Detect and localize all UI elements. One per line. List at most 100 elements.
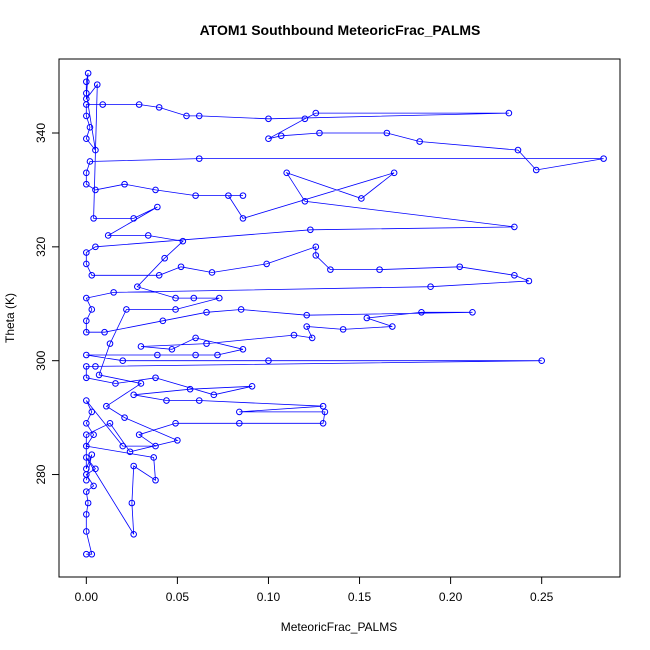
data-point [106,340,114,347]
data-point [150,454,158,461]
data-point [121,414,128,421]
data-point [208,269,216,276]
data-point [303,311,311,319]
data-point [83,454,90,461]
x-tick-label: 0.10 [257,590,281,604]
data-point [389,323,396,330]
data-point [83,260,90,268]
data-point [83,420,90,427]
data-point [290,331,298,339]
data-point [239,346,247,353]
y-tick-label: 320 [34,237,48,257]
data-point [135,431,143,438]
data-point [121,180,128,188]
data-point [88,306,96,313]
data-point [119,442,127,450]
data-point [183,112,190,120]
data-point [130,462,137,470]
data-point [319,402,327,410]
data-point [83,249,90,256]
data-point [456,263,464,271]
data-point [316,129,323,137]
x-tick-label: 0.05 [166,590,190,604]
data-point [83,528,90,535]
data-point [95,371,103,379]
data-point [83,317,90,325]
data-point [265,115,272,123]
data-point [168,346,176,353]
data-point [239,215,247,222]
data-point [137,380,145,387]
y-axis: 280 300 320 340 [34,123,60,485]
data-point [327,266,334,273]
data-point [128,499,136,507]
data-point [106,420,114,427]
data-point [525,277,533,285]
data-point [505,109,513,117]
data-point [119,357,127,364]
data-point [600,155,607,162]
series-points [83,69,607,558]
data-point [103,402,110,410]
chart-title: ATOM1 Southbound MeteoricFrac_PALMS [200,22,481,38]
data-point [83,511,90,518]
data-point [376,266,383,273]
data-point [83,442,90,450]
data-point [418,309,425,316]
data-point [110,289,117,296]
data-point [92,243,99,251]
data-point [152,186,159,194]
data-point [83,374,90,382]
data-point [92,186,99,194]
data-point [90,431,97,438]
x-axis-label: MeteoricFrac_PALMS [281,620,397,634]
x-tick-label: 0.15 [348,590,372,604]
data-point [101,328,108,336]
data-point [154,351,161,359]
y-tick-label: 300 [34,350,48,370]
data-point [83,431,90,438]
y-tick-label: 280 [34,464,48,484]
data-point [277,132,285,140]
data-point [92,146,99,154]
data-point [192,192,199,199]
data-point [88,550,96,558]
data-point [511,223,518,231]
data-point [83,363,90,370]
data-point [130,391,137,399]
data-point [84,69,92,77]
data-point [303,323,311,330]
data-point [210,391,218,399]
data-point [83,397,90,404]
data-point [192,334,199,342]
data-point [90,215,97,222]
data-point [152,374,159,382]
data-point [83,95,90,103]
data-point [237,306,245,313]
data-point [90,482,97,490]
data-point [126,448,134,456]
data-point [195,112,203,120]
data-point [83,135,90,142]
data-point [172,420,179,427]
data-point [88,408,96,416]
data-point [358,195,365,202]
data-point [130,531,137,538]
data-point [312,109,320,117]
data-point [195,397,203,404]
data-point [301,198,309,205]
data-point [339,326,347,333]
data-point [236,420,243,427]
data-point [104,232,112,239]
data-point [134,283,141,290]
data-point [265,135,272,142]
data-point [511,272,518,279]
data-point [155,104,163,111]
data-point [174,437,181,444]
data-point [239,192,247,199]
x-tick-label: 0.20 [439,590,463,604]
data-point [190,294,198,302]
data-point [93,81,101,88]
data-point [172,306,179,313]
